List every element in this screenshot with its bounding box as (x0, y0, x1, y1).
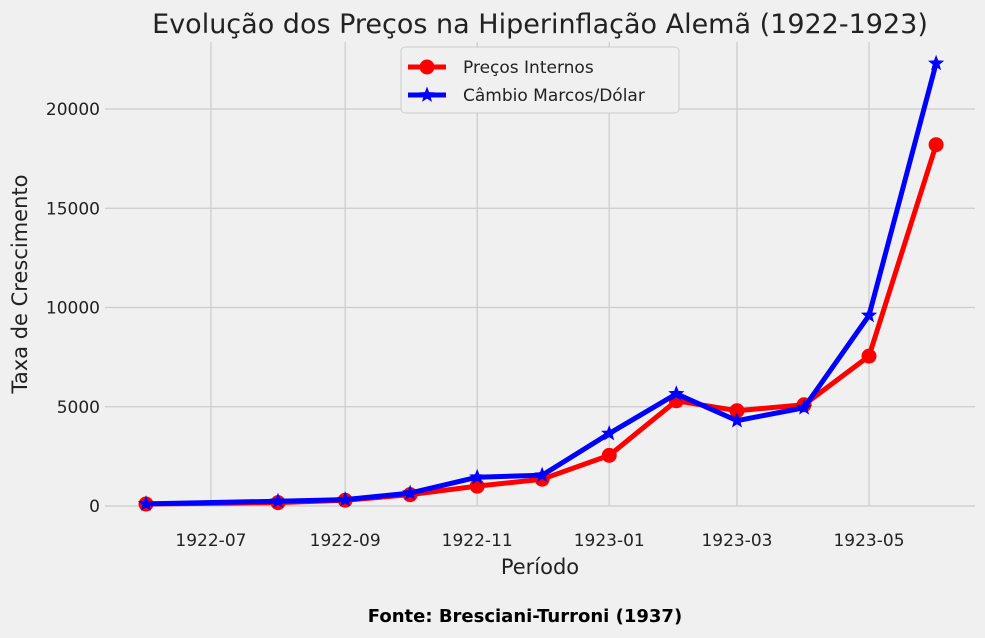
legend-label: Preços Internos (463, 58, 594, 78)
x-axis-ticks: 1922-07 1922-09 1922-11 1923-01 1923-03 1923-… (175, 531, 904, 551)
data-point (796, 399, 813, 415)
x-tick-label: 1923-03 (701, 531, 772, 551)
legend-box (400, 46, 680, 114)
source-note: Fonte: Bresciani-Turroni (1937) (367, 606, 683, 627)
data-point (601, 425, 618, 441)
y-tick-label: 20000 (46, 100, 100, 120)
data-point (928, 54, 945, 71)
data-point (137, 495, 155, 511)
y-axis-label: Taxa de Crescimento (8, 175, 32, 395)
y-tick-label: 0 (89, 497, 100, 517)
legend-label: Câmbio Marcos/Dólar (463, 86, 645, 106)
chart-title: Evolução dos Preços na Hiperinflação Ale… (152, 9, 928, 40)
data-point (861, 348, 877, 364)
x-tick-label: 1923-01 (574, 531, 645, 551)
series-precos-internos (138, 137, 944, 512)
y-tick-label: 10000 (46, 299, 100, 319)
data-point (728, 412, 745, 428)
data-point (729, 403, 745, 419)
data-point (928, 137, 944, 153)
data-point (469, 468, 486, 485)
data-point (337, 491, 354, 507)
series-cambio-marcos-dolar (137, 54, 945, 511)
y-axis-ticks: 0 5000 10000 15000 20000 (46, 100, 100, 517)
x-tick-label: 1922-07 (175, 531, 246, 551)
chart: Evolução dos Preços na Hiperinflação Ale… (8, 9, 975, 579)
data-point (860, 306, 878, 323)
y-tick-label: 5000 (57, 398, 100, 418)
y-tick-label: 15000 (46, 199, 100, 219)
series-line (145, 62, 939, 507)
legend: Preços Internos Câmbio Marcos/Dólar (400, 46, 680, 114)
x-tick-label: 1923-05 (833, 531, 904, 551)
x-tick-label: 1922-09 (310, 531, 381, 551)
data-point (668, 385, 685, 401)
data-point (601, 447, 617, 463)
legend-marker (418, 86, 436, 102)
series-line (145, 143, 939, 507)
x-axis-label: Período (501, 555, 579, 579)
data-point (402, 484, 419, 500)
data-point (534, 466, 551, 483)
x-tick-label: 1922-11 (442, 531, 513, 551)
legend-marker (419, 59, 435, 75)
data-point (270, 492, 287, 509)
series-group (137, 54, 945, 512)
